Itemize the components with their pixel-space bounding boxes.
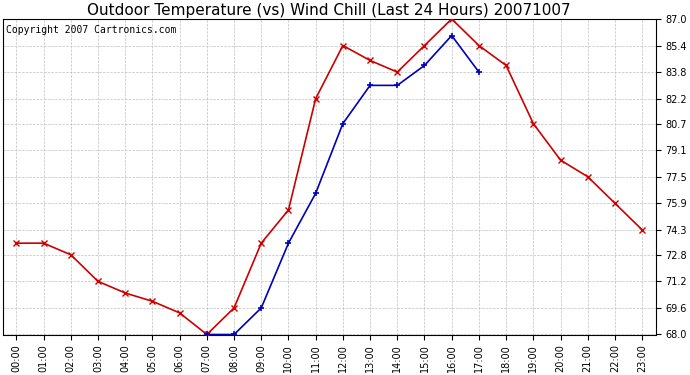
Text: Copyright 2007 Cartronics.com: Copyright 2007 Cartronics.com	[6, 25, 177, 35]
Title: Outdoor Temperature (vs) Wind Chill (Last 24 Hours) 20071007: Outdoor Temperature (vs) Wind Chill (Las…	[88, 3, 571, 18]
